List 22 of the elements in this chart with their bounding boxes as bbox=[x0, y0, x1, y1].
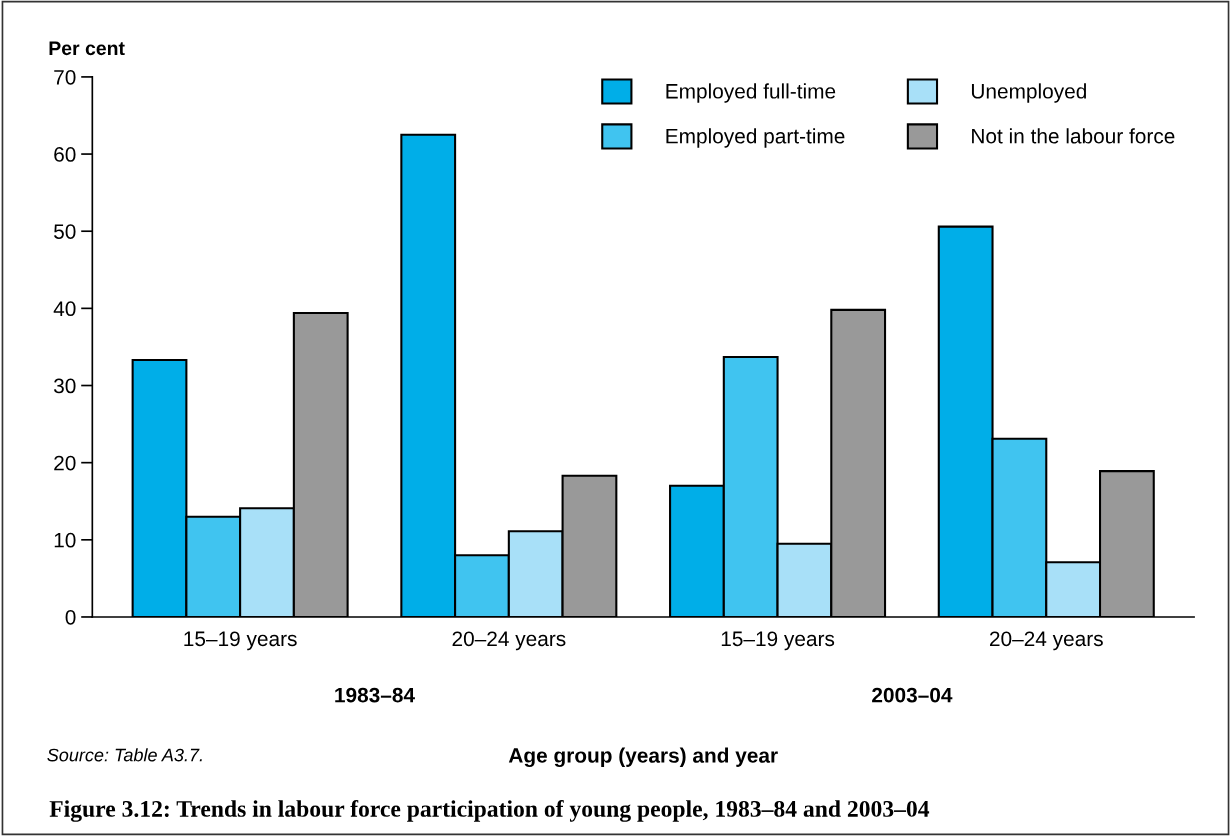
x-axis-title: Age group (years) and year bbox=[508, 747, 778, 768]
x-tick-label: 20–24 years bbox=[452, 631, 566, 651]
legend-label: Unemployed bbox=[971, 83, 1086, 103]
y-tick-label: 30 bbox=[53, 378, 76, 394]
y-tick-label: 70 bbox=[54, 69, 76, 85]
text: Figure 3.12: Trends in labour force participation of young people, 1983–84 and 2003–04 bbox=[49, 800, 930, 822]
legend-label: Not in the labour force bbox=[972, 128, 1175, 144]
x-tick-label: 15–19 years bbox=[184, 631, 297, 651]
legend-label: Employed part-time bbox=[666, 128, 845, 148]
y-tick-label: 0 bbox=[65, 609, 76, 625]
y-tick-label: 40 bbox=[53, 301, 76, 317]
y-tick-label: 20 bbox=[54, 455, 76, 471]
y-tick-label: 50 bbox=[54, 224, 76, 239]
y-axis-title: Per cent bbox=[49, 41, 125, 56]
legend-label: Employed full-time bbox=[666, 83, 836, 103]
x-tick-label: 20–24 years bbox=[990, 631, 1103, 651]
source-note: Source: Table A3.7. bbox=[47, 748, 202, 762]
y-tick-label: 60 bbox=[54, 147, 76, 162]
text: 1983–84 bbox=[335, 687, 415, 703]
x-tick-label: 15–19 years bbox=[721, 631, 835, 651]
text: 2003–04 bbox=[872, 687, 953, 703]
y-tick-label: 10 bbox=[54, 532, 76, 548]
